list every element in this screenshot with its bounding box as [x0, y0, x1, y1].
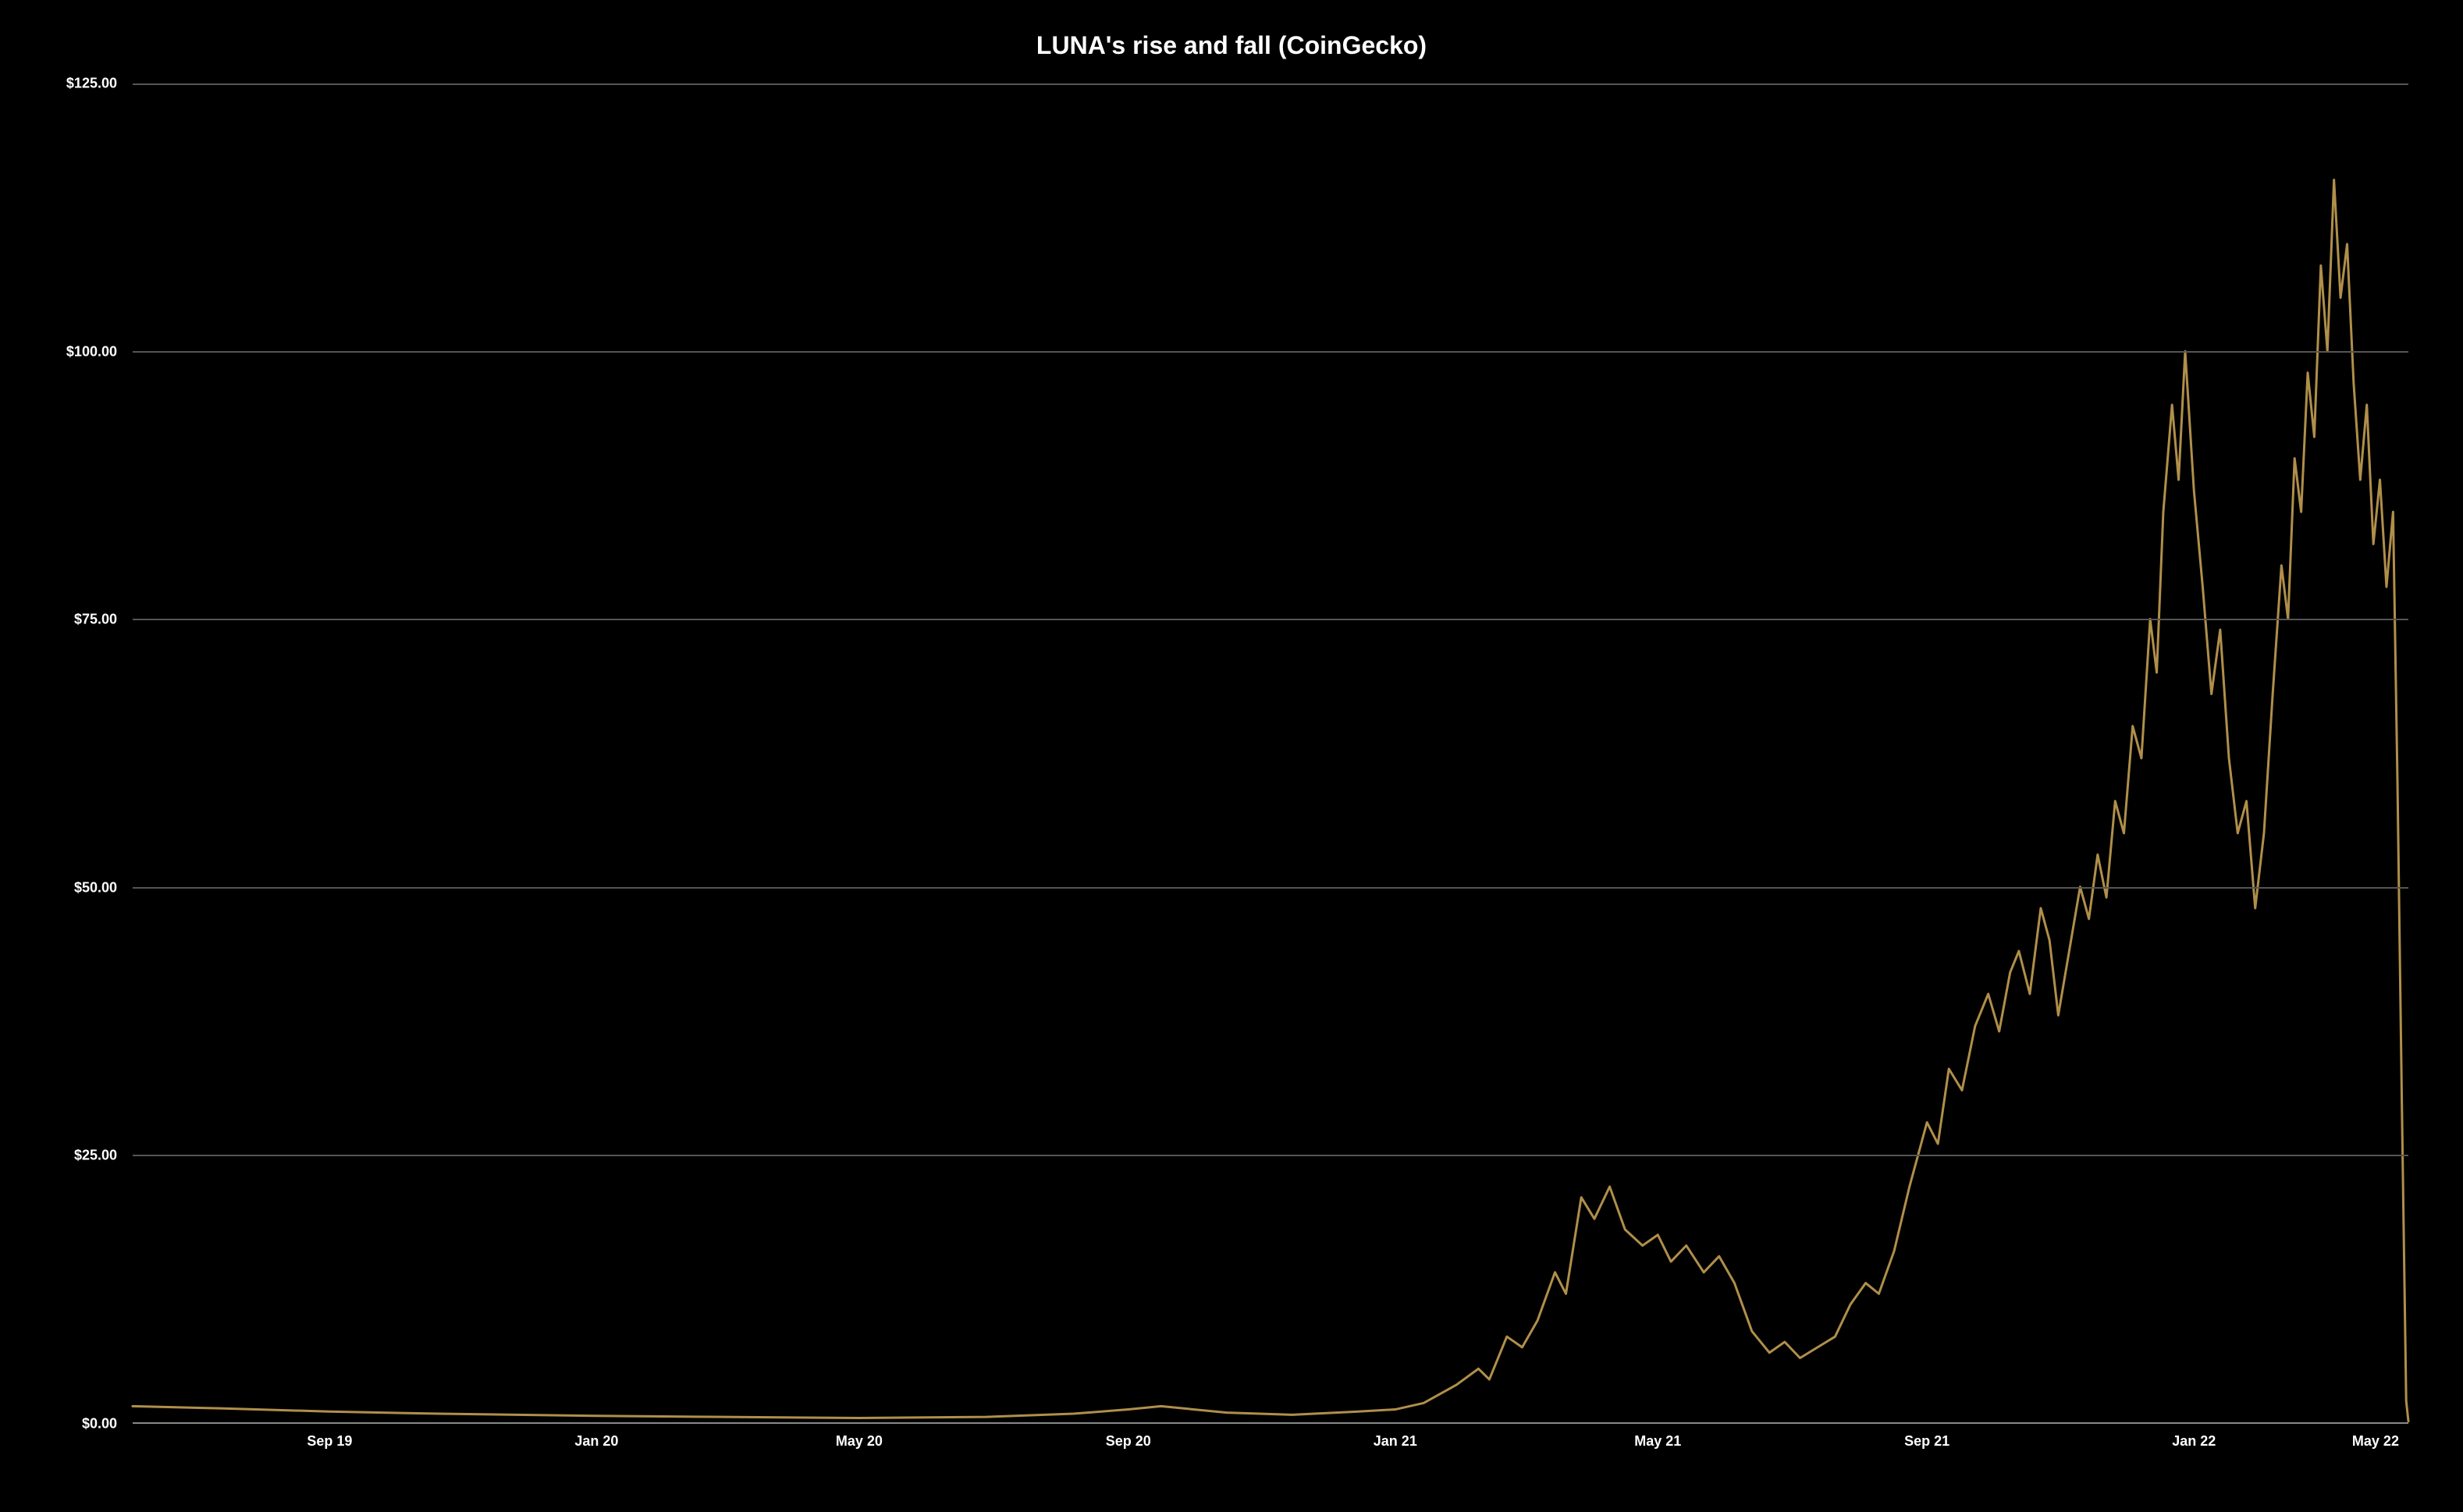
- price-chart: LUNA's rise and fall (CoinGecko) $0.00 $2…: [0, 0, 2463, 1512]
- gridline: [133, 351, 2408, 353]
- gridline: [133, 619, 2408, 620]
- x-tick-label: Jan 21: [1374, 1433, 1417, 1450]
- gridline: [133, 83, 2408, 85]
- x-tick-label: May 21: [1634, 1433, 1681, 1450]
- x-tick-label: May 22: [2352, 1433, 2399, 1450]
- x-axis: Sep 19 Jan 20 May 20 Sep 20 Jan 21 May 21 Sep …: [133, 1424, 2408, 1455]
- plot-area: [133, 83, 2408, 1424]
- y-tick-label: $50.00: [74, 879, 117, 896]
- chart-title: LUNA's rise and fall (CoinGecko): [47, 31, 2416, 60]
- price-line: [133, 180, 2408, 1421]
- x-tick-label: Jan 20: [574, 1433, 618, 1450]
- x-tick-label: Jan 22: [2172, 1433, 2216, 1450]
- y-tick-label: $25.00: [74, 1148, 117, 1164]
- gridline: [133, 1155, 2408, 1156]
- y-tick-label: $125.00: [66, 76, 117, 92]
- y-axis: $0.00$25.00$50.00$75.00$100.00$125.00: [47, 83, 125, 1424]
- x-tick-label: Sep 19: [307, 1433, 352, 1450]
- y-tick-label: $75.00: [74, 612, 117, 628]
- y-tick-label: $100.00: [66, 343, 117, 360]
- line-series: [133, 83, 2408, 1422]
- x-tick-label: Sep 20: [1106, 1433, 1151, 1450]
- plot-wrap: $0.00$25.00$50.00$75.00$100.00$125.00 Se…: [47, 83, 2416, 1455]
- y-tick-label: $0.00: [82, 1416, 117, 1432]
- x-tick-label: May 20: [836, 1433, 883, 1450]
- gridline: [133, 887, 2408, 889]
- x-tick-label: Sep 21: [1904, 1433, 1949, 1450]
